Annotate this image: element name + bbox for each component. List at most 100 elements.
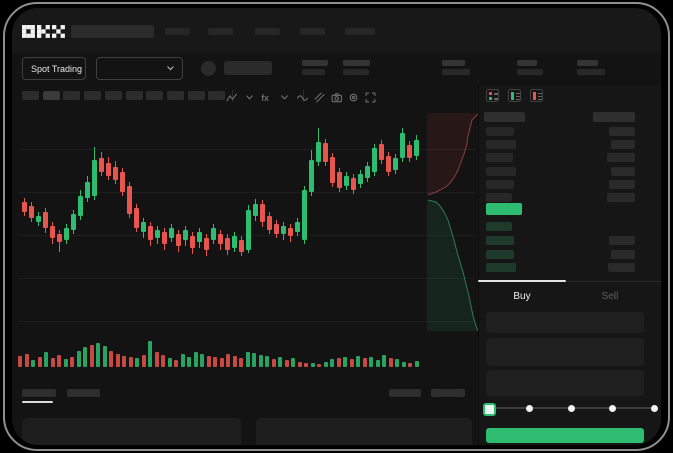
timeframe-button-skeleton[interactable] — [208, 91, 226, 100]
timeframe-button-skeleton[interactable] — [146, 91, 164, 100]
market-type-menu[interactable]: Spot Trading — [22, 57, 86, 80]
slider-stop-dot[interactable] — [567, 404, 575, 412]
ask-row-price-skeleton[interactable] — [486, 180, 514, 189]
slider-stop-dot[interactable] — [526, 404, 533, 412]
bid-row-price-skeleton[interactable] — [486, 236, 514, 245]
icon-mark — [511, 92, 514, 100]
wave-tool-icon[interactable] — [297, 90, 308, 101]
icon-mark — [515, 95, 520, 97]
timeframe-button-skeleton[interactable] — [166, 91, 184, 100]
timeframe-button-skeleton[interactable] — [42, 91, 60, 100]
timeframe-button-skeleton[interactable] — [125, 91, 143, 100]
depth-both-icon[interactable] — [486, 89, 499, 102]
candlestick — [358, 174, 363, 184]
bottom-action-skeleton[interactable] — [389, 389, 421, 397]
bid-row-amount-skeleton[interactable] — [609, 236, 635, 245]
chevron-down-icon[interactable] — [244, 90, 255, 101]
candlestick — [246, 210, 251, 250]
order-input-skeleton[interactable] — [486, 370, 644, 396]
candlestick — [50, 226, 55, 238]
volume-bar — [278, 357, 282, 367]
bottom-tab-skeleton[interactable] — [67, 389, 100, 397]
volume-bar — [317, 364, 321, 367]
depth-bids-icon[interactable] — [508, 89, 521, 102]
bid-row-price-skeleton[interactable] — [486, 250, 514, 259]
amount-slider-handle[interactable] — [483, 403, 496, 416]
ask-row-amount-skeleton[interactable] — [607, 153, 635, 162]
ob-header-amount-skeleton — [593, 112, 635, 122]
volume-bar — [167, 358, 172, 367]
trendline-tool-icon[interactable] — [314, 90, 325, 103]
bid-row-price-skeleton[interactable] — [486, 263, 516, 272]
buy-submit-button[interactable] — [486, 428, 644, 443]
volume-bar — [180, 354, 185, 367]
indicators-fx-icon[interactable]: fx — [261, 90, 272, 103]
candlestick — [232, 236, 237, 248]
candlestick — [22, 202, 27, 212]
volume-bar — [369, 357, 373, 367]
depth-asks-icon[interactable] — [530, 89, 543, 102]
bid-row-amount-skeleton[interactable] — [608, 263, 635, 272]
camera-icon[interactable] — [331, 90, 342, 103]
slider-stop-dot[interactable] — [650, 404, 658, 412]
volume-bar — [330, 359, 334, 367]
nav-item-skeleton[interactable] — [300, 28, 325, 35]
tab-sell[interactable]: Sell — [601, 291, 619, 302]
volume-bar — [323, 362, 328, 367]
settings-icon[interactable] — [348, 90, 359, 102]
bid-row-amount-skeleton[interactable] — [611, 250, 635, 259]
order-input-skeleton[interactable] — [486, 338, 644, 366]
ask-row-price-skeleton[interactable] — [486, 167, 516, 176]
pair-name-skeleton — [224, 61, 272, 75]
slider-stop-dot[interactable] — [609, 404, 616, 412]
ask-row-amount-skeleton[interactable] — [611, 140, 635, 149]
timeframe-button-skeleton[interactable] — [22, 91, 39, 100]
ask-row-price-skeleton[interactable] — [486, 140, 516, 149]
ob-header-price-skeleton — [484, 112, 525, 122]
ask-row-price-skeleton[interactable] — [486, 193, 512, 202]
volume-bar — [226, 354, 230, 367]
candlestick — [260, 204, 265, 222]
bottom-tab-skeleton[interactable] — [22, 389, 56, 397]
chevron-down-icon[interactable] — [279, 90, 290, 101]
volume-bar — [401, 362, 406, 367]
device-frame — [3, 2, 670, 451]
volume-bar — [109, 351, 113, 367]
nav-item-skeleton[interactable] — [165, 28, 190, 35]
ask-row-amount-skeleton[interactable] — [609, 180, 635, 189]
candlestick — [190, 236, 195, 248]
timeframe-button-skeleton[interactable] — [84, 91, 102, 100]
tab-buy[interactable]: Buy — [513, 291, 531, 302]
gridline — [18, 149, 474, 150]
timeframe-button-skeleton[interactable] — [104, 91, 122, 100]
volume-bar — [375, 360, 380, 367]
nav-item-skeleton[interactable] — [345, 28, 375, 35]
ask-row-amount-skeleton[interactable] — [611, 167, 635, 176]
nav-item-skeleton[interactable] — [208, 28, 233, 35]
fullscreen-icon[interactable] — [365, 90, 376, 103]
pair-selector[interactable] — [96, 57, 183, 80]
bid-row-price-skeleton[interactable] — [486, 222, 512, 231]
candlestick — [197, 232, 202, 242]
nav-item-skeleton[interactable] — [255, 28, 280, 35]
active-tab-indicator — [478, 280, 566, 282]
icon-mark — [537, 95, 542, 97]
chart-line-icon[interactable] — [226, 90, 237, 102]
volume-bar — [83, 347, 87, 367]
timeframe-button-skeleton[interactable] — [187, 91, 205, 100]
ask-row-amount-skeleton[interactable] — [609, 127, 635, 136]
bottom-action-skeleton[interactable] — [431, 389, 465, 397]
icon-mark — [489, 92, 492, 95]
chart-tool-icons: fx — [12, 8, 661, 445]
ask-row-amount-skeleton[interactable] — [607, 193, 635, 202]
order-input-skeleton[interactable] — [486, 312, 644, 333]
stat-value-skeleton — [302, 69, 325, 75]
volume-bar — [148, 341, 152, 367]
volume-bar — [44, 352, 48, 367]
volume-bar — [200, 354, 204, 367]
ask-row-price-skeleton[interactable] — [486, 153, 513, 162]
candlestick — [288, 228, 293, 236]
ask-row-price-skeleton[interactable] — [486, 127, 514, 136]
search-bar-skeleton[interactable] — [71, 25, 154, 38]
timeframe-button-skeleton[interactable] — [63, 91, 81, 100]
